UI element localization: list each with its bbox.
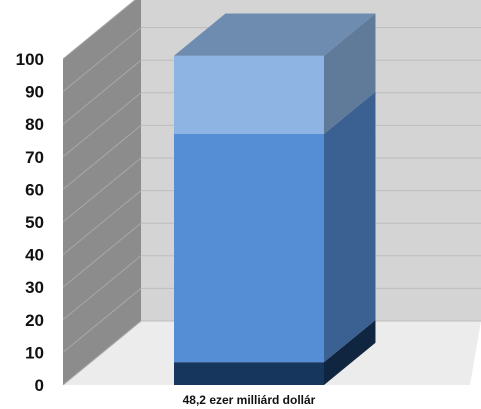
y-tick-label: 50 [25,213,44,232]
y-tick-label: 80 [25,115,44,134]
gridline-side [62,92,142,158]
y-tick-label: 20 [25,311,44,330]
gridline-side [62,288,142,353]
bar-segment-side [324,91,376,363]
y-tick-label: 60 [25,180,44,199]
y-tick-label: 30 [25,278,44,297]
bar-top [174,13,376,56]
gridline-side [62,157,142,223]
gridline-side [62,125,142,190]
gridline-side [62,59,142,125]
gridline-side [62,0,136,60]
y-tick-label: 90 [25,83,44,102]
y-tick-label: 10 [25,343,44,362]
bar-segment-side [324,319,376,385]
y-tick-label: 0 [35,376,44,395]
side-wall [63,0,141,385]
bar-segment [174,362,324,385]
bar-segment-side [324,13,376,134]
y-tick-label: 40 [25,246,44,265]
gridline-side [62,320,142,386]
gridline-side [62,222,142,288]
gridline-side [62,27,142,92]
gridline-side [62,255,142,321]
y-tick-label: 100 [16,50,44,69]
bar-segment [174,133,324,363]
y-tick-label: 70 [25,148,44,167]
y-axis-ticks: 0 10 20 30 40 50 60 70 80 90 100 [16,50,44,395]
bar-stack [174,13,376,385]
category-label: 48,2 ezer milliárd dollár [183,393,316,407]
bar-segment [174,55,324,134]
gridline-side [62,190,142,255]
